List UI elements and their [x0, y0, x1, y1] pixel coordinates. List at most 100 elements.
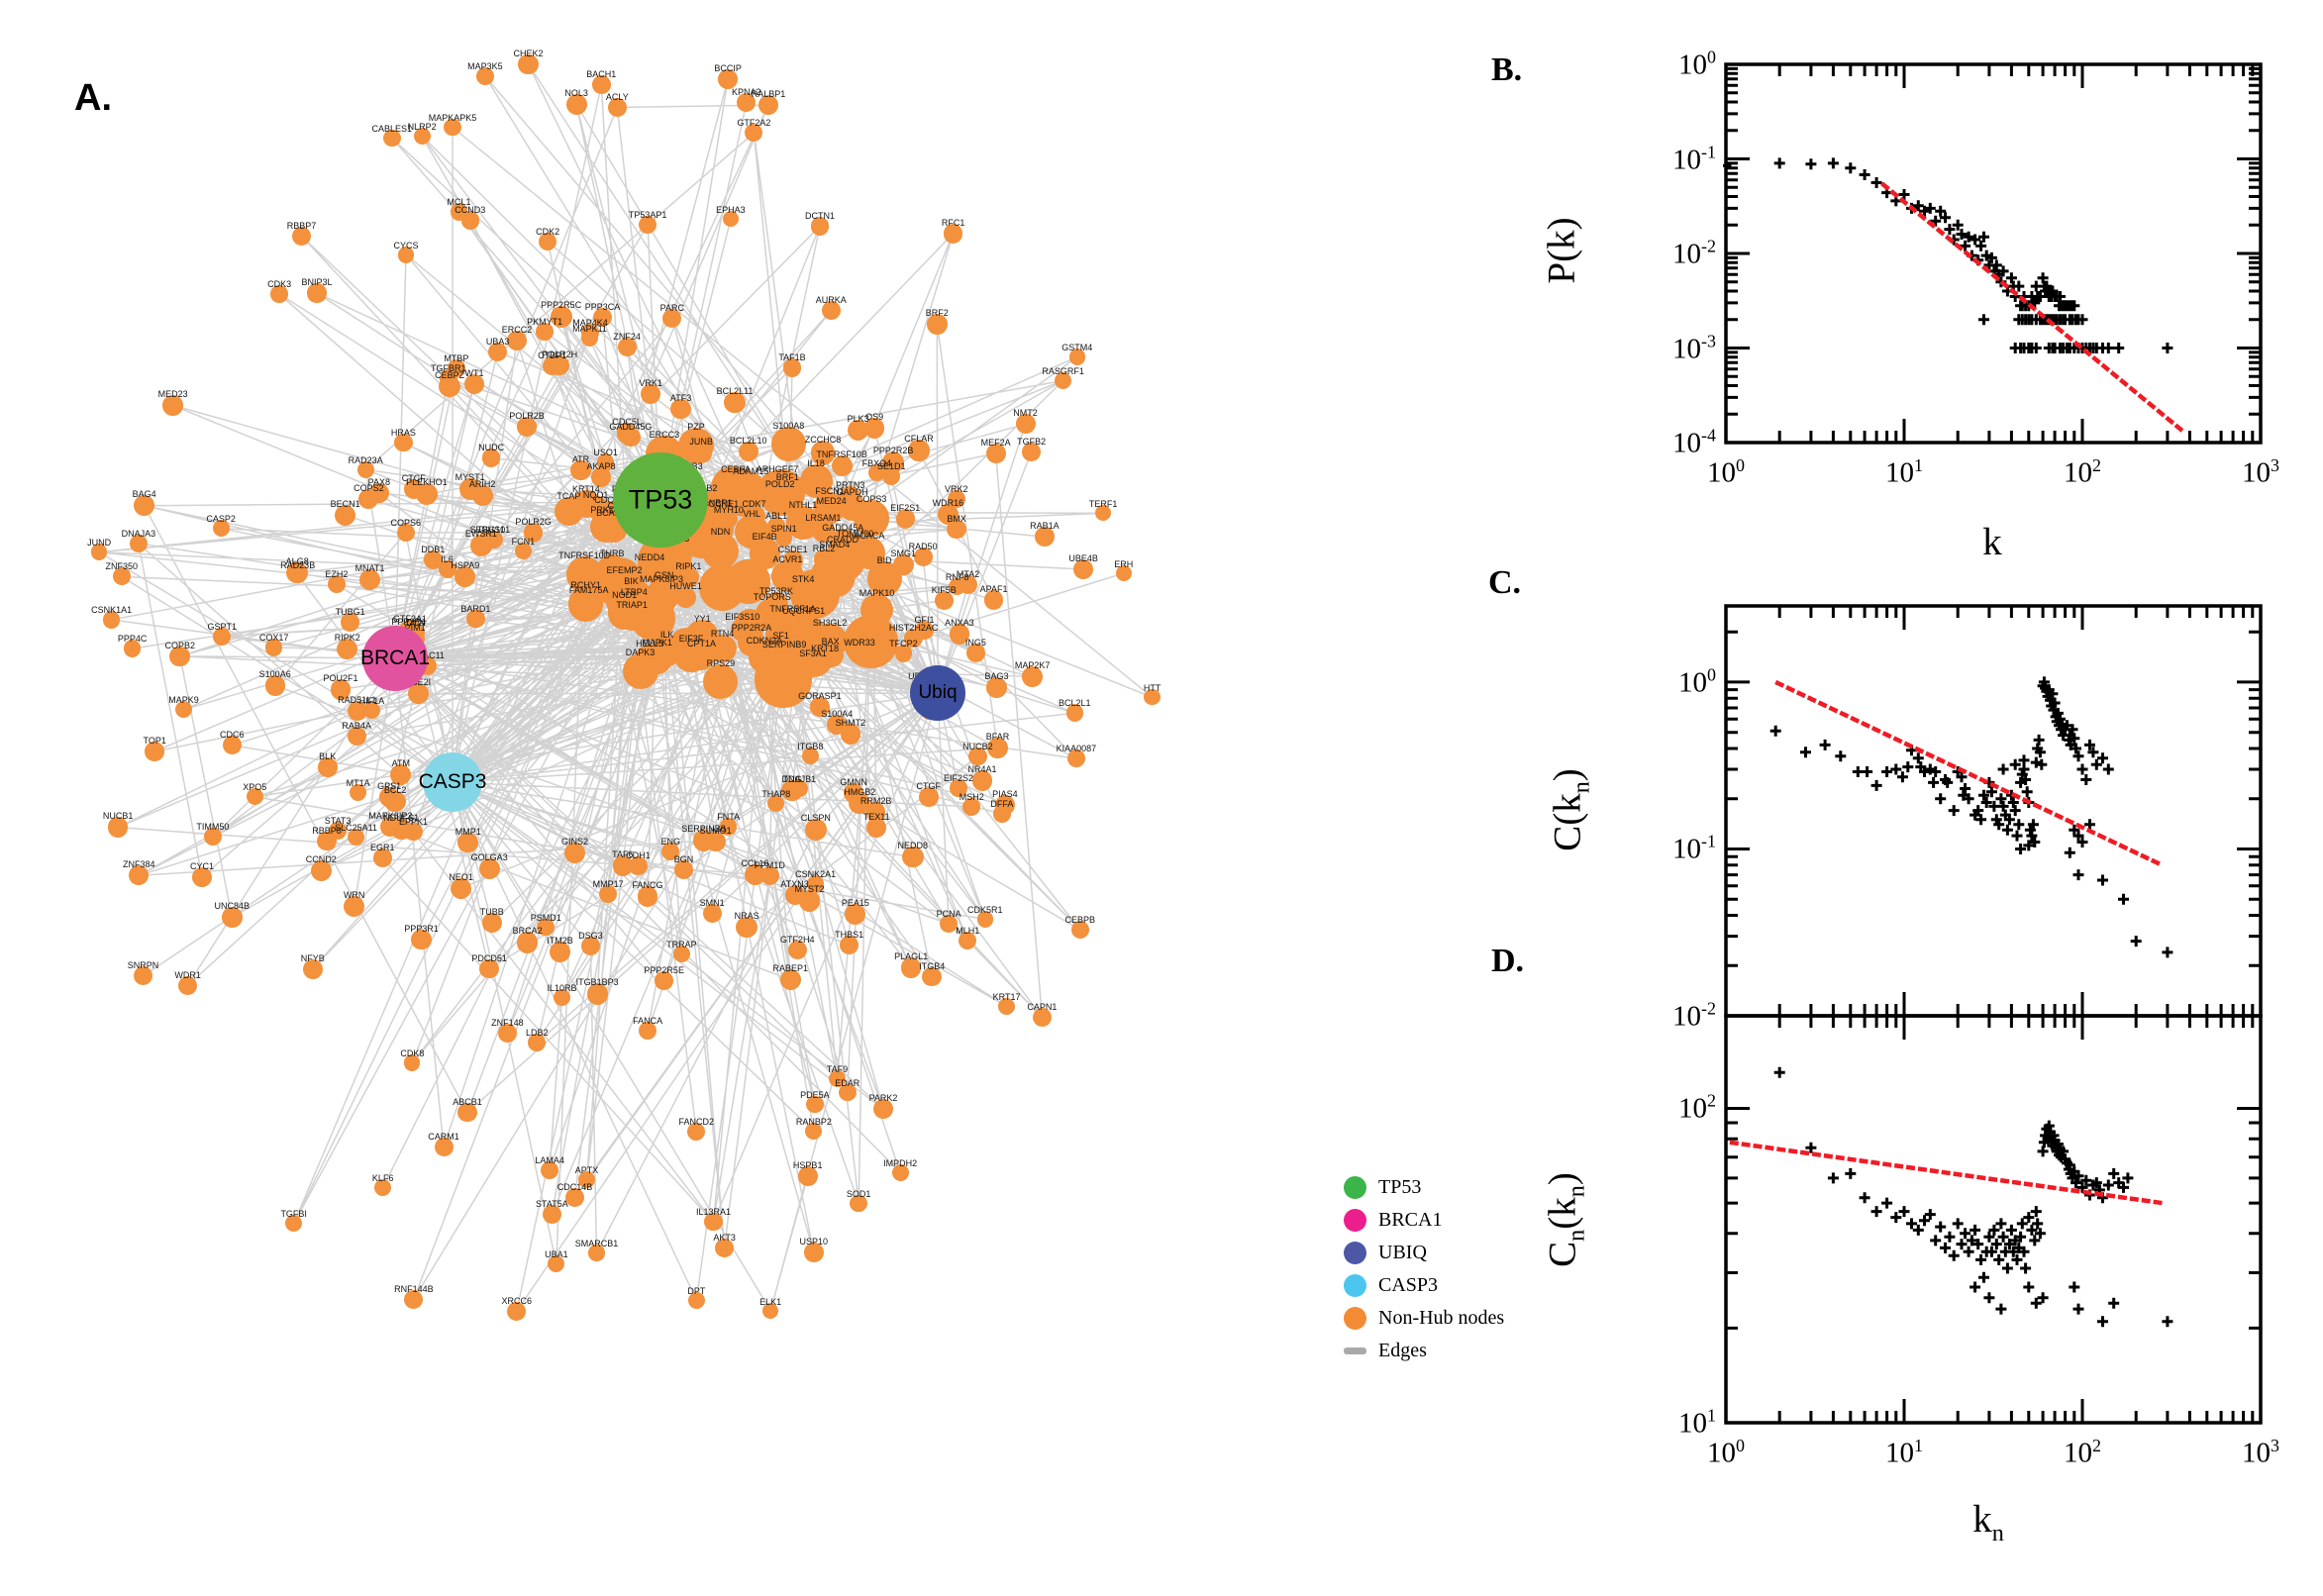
legend-label: Non-Hub nodes	[1378, 1307, 1505, 1329]
network-node-label: FANCD2	[678, 1116, 715, 1127]
network-node-label: NEO1	[449, 871, 473, 882]
network-node-label: PPP3R1	[404, 923, 439, 934]
network-node	[714, 467, 758, 512]
y-tick-label: 10-1	[1672, 832, 1716, 865]
network-node-label: MAPK11	[572, 324, 607, 334]
network-node-label: MTA2	[956, 568, 980, 579]
network-node	[344, 895, 365, 917]
network-node-label: SNRPN	[127, 960, 159, 970]
network-node-label: HSPB1	[792, 1160, 823, 1171]
network-node	[174, 701, 193, 719]
network-node-label: BCL2L1	[1059, 698, 1091, 709]
network-node-label: SMARCB1	[574, 1239, 619, 1249]
network-node	[448, 359, 465, 377]
network-node	[745, 124, 763, 143]
network-node-label: ABL1	[765, 510, 788, 521]
network-node	[302, 958, 323, 979]
network-node-label: RABEP1	[772, 962, 809, 973]
network-node-label: ARHGEF7	[756, 463, 799, 474]
network-node-label: ITGB8	[797, 741, 824, 751]
network-node-label: VRK2	[945, 484, 968, 495]
x-tick-label: 100	[1707, 1436, 1745, 1469]
network-node-label: IL6	[441, 553, 454, 564]
network-node	[1054, 371, 1072, 390]
network-node	[810, 440, 836, 465]
network-node-label: CDC27	[594, 494, 624, 505]
network-node-label: RIPK2	[334, 632, 360, 643]
network-node	[986, 677, 1007, 698]
network-node-label: ADAM15	[733, 465, 769, 476]
fit-line	[1880, 181, 2185, 434]
network-node	[828, 1069, 847, 1088]
network-node-label: KRT17	[992, 991, 1021, 1002]
network-node-label: CCL16	[741, 857, 769, 868]
network-node	[270, 285, 288, 303]
network-node	[463, 373, 485, 395]
network-node-label: PAX8	[367, 476, 390, 487]
network-node-label: GORASP1	[798, 690, 842, 701]
network-node-label: CDC5L	[612, 417, 642, 428]
network-node	[848, 419, 869, 441]
network-node	[379, 787, 400, 808]
network-node-label: CDC14B	[556, 1182, 593, 1192]
network-node-label: ILK	[659, 629, 674, 640]
network-node-label: RAD23B	[280, 559, 316, 570]
network-node-label: POU2F1	[323, 673, 358, 684]
network-node	[821, 502, 843, 524]
network-node	[458, 478, 481, 501]
network-node	[995, 795, 1015, 815]
network-node-label: RAB4A	[342, 720, 371, 731]
network-node-label: SE1D1	[877, 460, 906, 471]
network-node	[596, 453, 615, 471]
network-node-label: ERCC2	[501, 325, 533, 336]
network-node-label: BGN	[673, 853, 694, 864]
network-node-label: SMG1	[890, 548, 917, 558]
plot-clustering-coefficient	[1723, 603, 2264, 1019]
network-node-label: ACACA	[854, 531, 885, 542]
network-node-label: NOD1	[612, 590, 638, 601]
network-node-label: GADD45G	[609, 421, 653, 432]
network-node	[222, 735, 243, 755]
network-node	[134, 495, 155, 517]
network-node-label: CPT1A	[686, 639, 717, 649]
network-node-label: ZNF384	[123, 859, 155, 870]
network-node-label: EIF3S10	[725, 612, 760, 623]
network-node-label: FANCG	[632, 880, 663, 891]
network-node-label: KIF5B	[931, 585, 957, 595]
legend-item-casp3: CASP3	[1344, 1269, 1504, 1302]
network-node	[940, 915, 959, 933]
network-node-label: RAB1A	[1030, 520, 1060, 531]
network-node	[394, 433, 413, 452]
network-node	[863, 418, 885, 439]
network-node-label: DPT	[687, 1285, 706, 1296]
network-node	[563, 842, 586, 864]
network-node-label: LTBP4	[620, 586, 648, 597]
network-node	[528, 1034, 547, 1051]
network-node-label: WDR33	[844, 637, 875, 648]
network-node	[844, 614, 898, 669]
network-node	[809, 696, 831, 718]
network-node	[987, 738, 1008, 758]
network-node-label: FNTA	[717, 812, 741, 823]
network-node	[466, 610, 485, 629]
network-node	[507, 331, 527, 350]
network-node-label: BLK	[319, 750, 337, 761]
network-node-label: PPP2R2B	[872, 446, 914, 456]
network-node-label: PLAGL1	[894, 951, 929, 962]
network-node-label: SH3GL2	[812, 617, 848, 628]
network-node-label: PDE5A	[800, 1089, 830, 1100]
network-node-label: CAPN1	[1027, 1001, 1058, 1012]
network-node-label: CRADD	[826, 535, 859, 546]
network-node-label: CEBPA	[721, 463, 752, 474]
network-node	[380, 817, 401, 838]
network-node-label: TSG101	[476, 525, 511, 536]
network-node-label: GAPDH	[836, 487, 868, 497]
network-node-label: FCN1	[511, 537, 536, 548]
network-node	[550, 941, 570, 962]
network-node-label: JUNB	[689, 437, 713, 448]
network-node	[368, 482, 389, 503]
plot-neighborhood-connectivity	[1723, 1013, 2264, 1426]
network-node	[347, 726, 366, 746]
network-node	[743, 520, 773, 551]
network-node-label: PIAS4	[992, 789, 1018, 800]
